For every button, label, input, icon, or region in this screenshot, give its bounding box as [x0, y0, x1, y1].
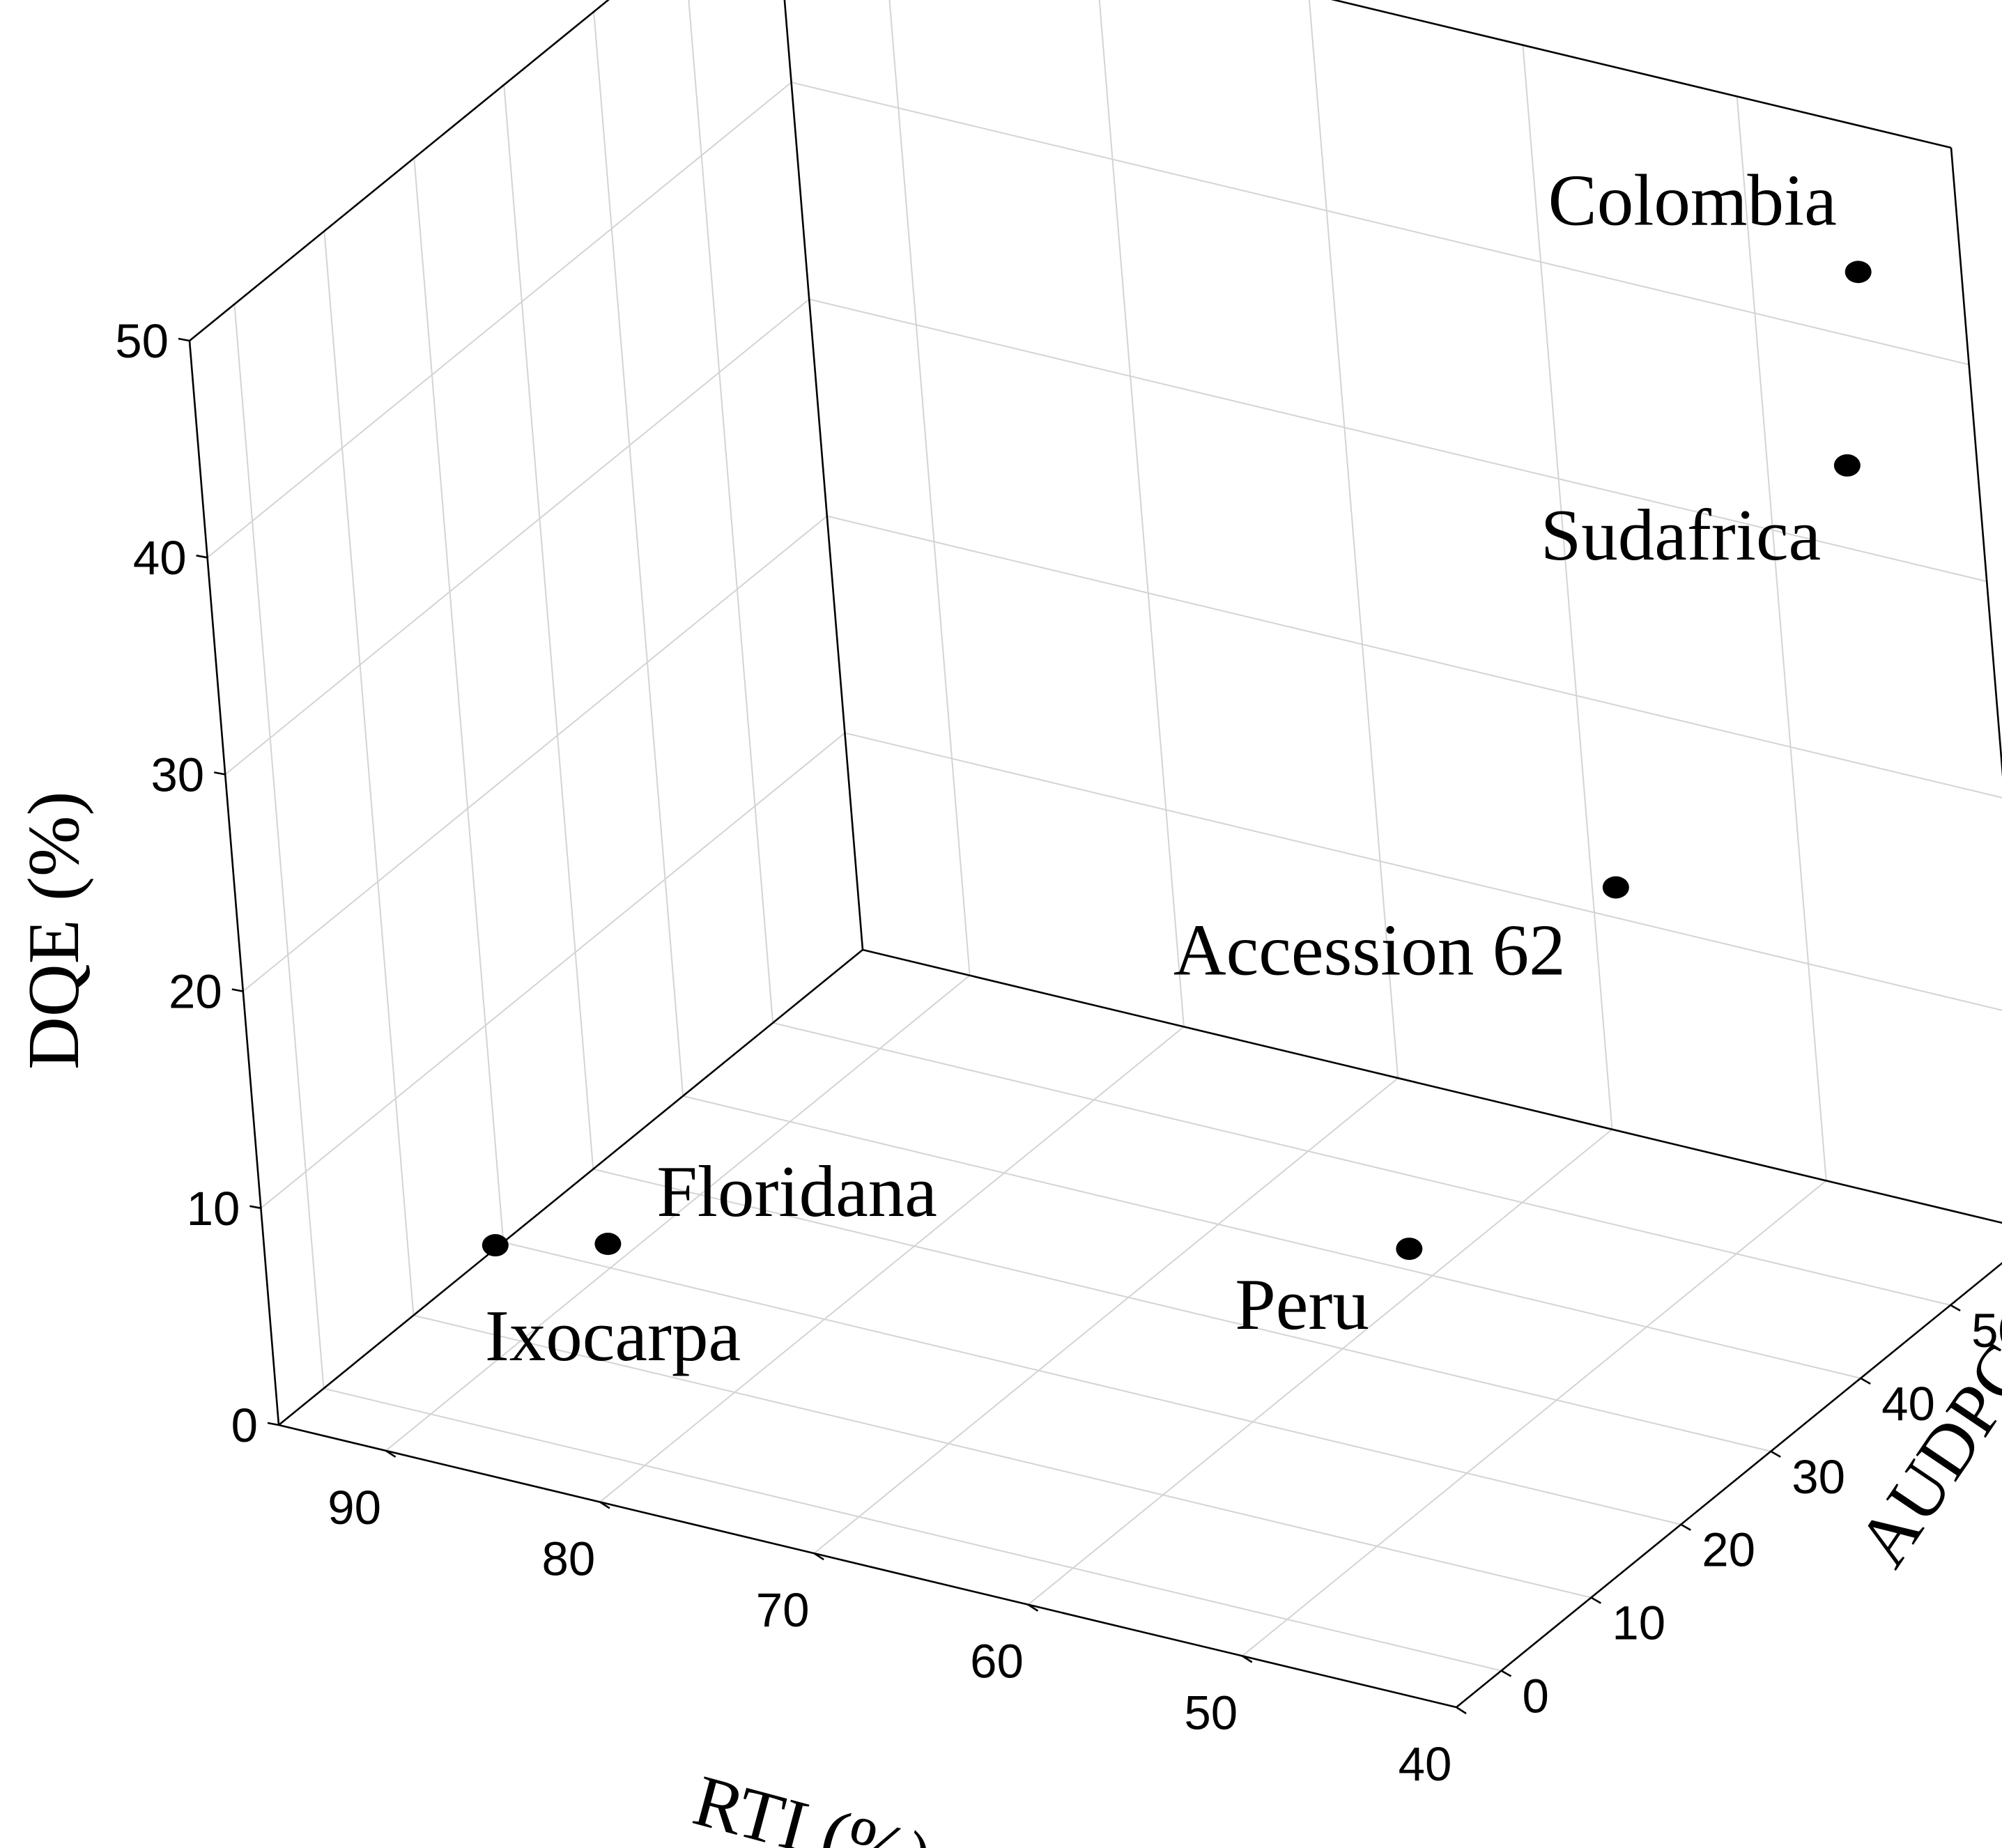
point-label: Colombia — [1548, 159, 1837, 240]
left-wall-gridline-y — [413, 157, 505, 1242]
back-wall-gridline-x — [1522, 45, 1613, 1130]
back-wall-gridline-x — [1308, 0, 1399, 1079]
y-axis-line — [1456, 1262, 2002, 1709]
z-tick-mark — [249, 1205, 261, 1210]
x-tick-mark — [1456, 1706, 1467, 1715]
x-tick-label: 60 — [970, 1635, 1024, 1688]
x-tick-label: 50 — [1184, 1686, 1238, 1739]
x-tick-mark — [1027, 1603, 1039, 1612]
axis-titles: RTI (%) AUDPC DQE (%) — [13, 792, 2002, 1848]
axes-layer — [178, 0, 2002, 1715]
left-wall-gridline-y — [503, 84, 594, 1169]
z-tick-label: 50 — [115, 314, 169, 368]
y-tick-mark — [1590, 1596, 1602, 1604]
floor-gridline-y — [682, 1095, 1861, 1379]
z-axis-line — [188, 340, 280, 1426]
data-point — [1845, 261, 1872, 284]
y-tick-mark — [1680, 1523, 1691, 1531]
grid-layer — [206, 0, 2002, 1672]
z-tick-mark — [267, 1422, 279, 1426]
floor-gridline-x — [813, 1077, 1399, 1554]
point-labels: Colombia Sudafrica Accession 62 Peru Florida… — [485, 159, 1837, 1376]
z-tick-label: 40 — [133, 531, 187, 585]
y-axis-title: AUDPC — [1841, 1329, 2002, 1580]
back-wall-gridline-z — [791, 82, 1969, 366]
data-point — [1396, 1238, 1423, 1261]
z-tick-mark — [196, 554, 208, 559]
y-tick-mark — [1860, 1377, 1871, 1385]
x-tick-mark — [813, 1552, 824, 1561]
point-label: Floridana — [656, 1150, 937, 1232]
x-tick-mark — [599, 1501, 610, 1509]
data-point — [1833, 454, 1861, 477]
y-tick-label: 20 — [1702, 1523, 1755, 1577]
floor-gridline-y — [323, 1387, 1502, 1672]
floor-gridline-x — [1242, 1180, 1827, 1657]
left-wall-gridline-z — [206, 82, 792, 558]
left-wall-gridline-y — [688, 0, 774, 1024]
z-tick-label: 10 — [187, 1182, 240, 1235]
floor-gridline-x — [599, 1026, 1185, 1503]
y-tick-mark — [1500, 1670, 1512, 1677]
x-tick-label: 90 — [328, 1481, 381, 1534]
x-tick-label: 80 — [542, 1532, 596, 1585]
left-wall-gridline-y — [593, 11, 684, 1096]
point-label: Accession 62 — [1173, 909, 1566, 990]
z-tick-mark — [213, 771, 226, 776]
point-label: Peru — [1235, 1263, 1369, 1345]
z-tick-label: 0 — [231, 1399, 258, 1452]
y-tick-label: 40 — [1881, 1377, 1935, 1431]
back-wall-gridline-z — [808, 298, 1987, 583]
z-tick-mark — [178, 337, 190, 342]
left-wall-top-edge — [189, 0, 610, 342]
z-axis-title: DQE (%) — [13, 792, 94, 1070]
floor-gridline-y — [413, 1314, 1592, 1599]
floor-gridline-y — [503, 1241, 1681, 1525]
x-tick-mark — [1242, 1655, 1253, 1663]
back-wall-gridline-x — [888, 0, 971, 976]
point-label: Ixocarpa — [485, 1295, 741, 1376]
y-tick-label: 0 — [1522, 1670, 1548, 1723]
floor-gridline-x — [385, 975, 971, 1452]
left-wall-gridline-z — [224, 298, 810, 776]
z-tick-label: 20 — [169, 965, 222, 1019]
data-points — [482, 261, 1872, 1261]
back-wall-top-edge — [1330, 0, 1952, 149]
data-point — [482, 1234, 509, 1257]
y-tick-mark — [1950, 1304, 1961, 1312]
y-tick-mark — [1770, 1450, 1781, 1458]
point-label: Sudafrica — [1541, 494, 1821, 576]
z-tick-mark — [231, 988, 244, 992]
x-axis-title: RTI (%) — [686, 1759, 940, 1848]
back-wall-gridline-x — [1098, 0, 1185, 1027]
left-wall-gridline-z — [260, 732, 846, 1209]
left-wall-gridline-z — [242, 515, 828, 992]
x-tick-mark — [385, 1449, 396, 1458]
y-tick-label: 10 — [1612, 1596, 1665, 1650]
back-wall-gridline-z — [826, 515, 2002, 799]
floor-back-left-edge — [278, 948, 863, 1426]
x-tick-label: 70 — [756, 1583, 810, 1637]
y-tick-label: 30 — [1792, 1450, 1845, 1504]
back-right-edge — [1950, 147, 2002, 778]
left-wall-gridline-y — [323, 231, 415, 1316]
tick-labels: 908070605040010203040506001020304050 — [115, 314, 2002, 1791]
back-wall-gridline-z — [845, 732, 2002, 1011]
floor-gridline-x — [1027, 1128, 1613, 1606]
data-point — [594, 1233, 622, 1256]
back-wall-gridline-x — [1736, 96, 1827, 1181]
x-tick-label: 40 — [1399, 1737, 1452, 1791]
floor-back-right-edge — [862, 948, 2002, 1224]
y-tick-label: 50 — [1971, 1304, 2002, 1357]
z-tick-label: 30 — [151, 748, 204, 801]
data-point — [1602, 876, 1629, 899]
back-corner-edge — [783, 0, 864, 950]
x-axis-line — [278, 1424, 1457, 1709]
floor-gridline-y — [592, 1168, 1771, 1452]
floor-gridline-y — [772, 1022, 1951, 1306]
left-wall-gridline-y — [233, 304, 325, 1389]
